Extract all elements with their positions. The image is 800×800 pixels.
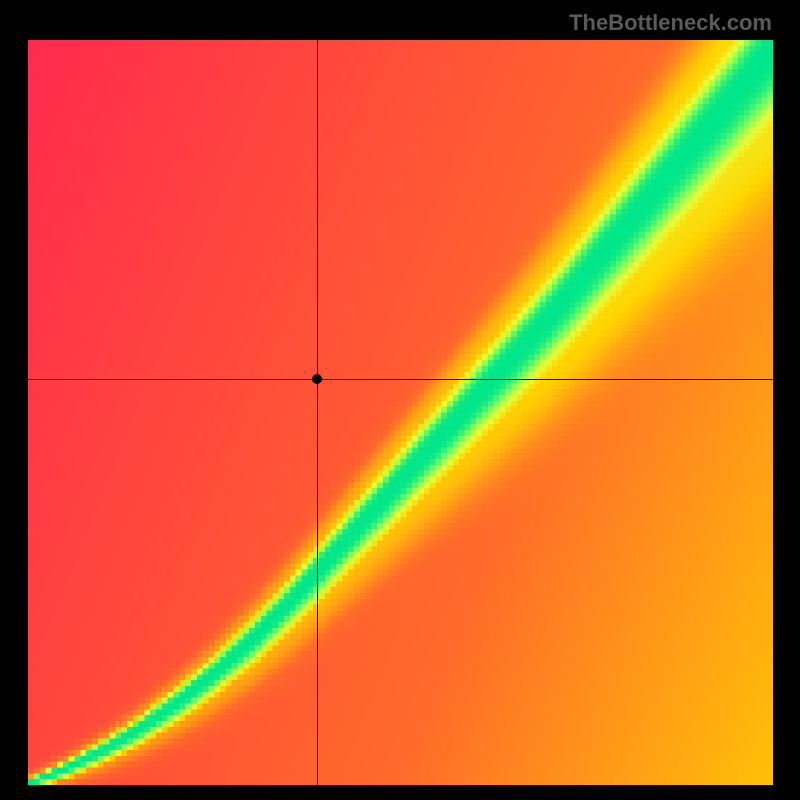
bottleneck-heatmap xyxy=(28,40,773,785)
crosshair-vertical xyxy=(317,40,318,785)
crosshair-marker xyxy=(312,374,322,384)
watermark-text: TheBottleneck.com xyxy=(569,10,772,36)
bottleneck-heatmap-container: { "watermark": { "text": "TheBottleneck.… xyxy=(0,0,800,800)
crosshair-horizontal xyxy=(28,379,773,380)
